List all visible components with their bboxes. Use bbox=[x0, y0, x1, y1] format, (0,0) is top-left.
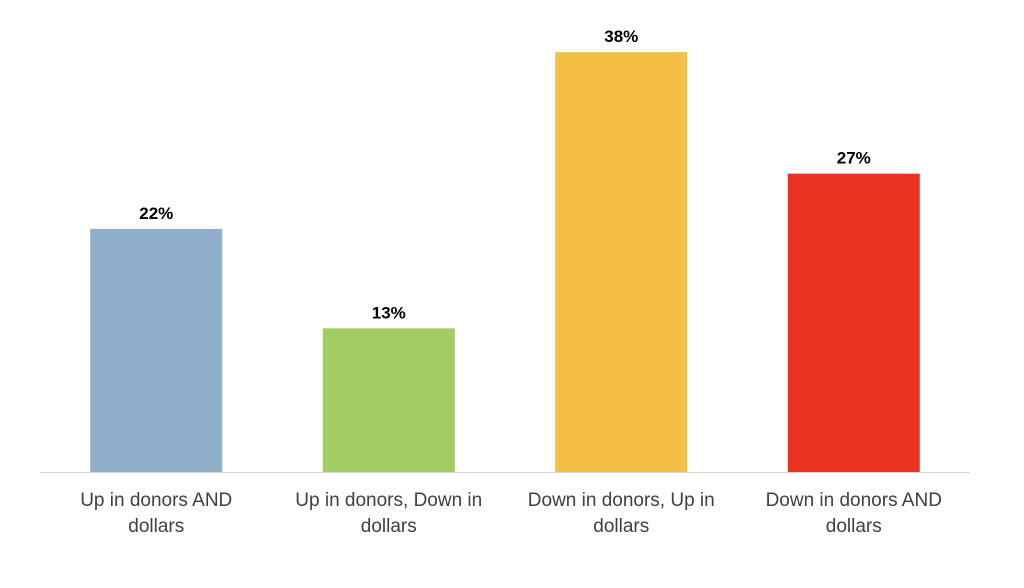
category-label-line: dollars bbox=[825, 516, 882, 537]
category-label-line: Down in donors, Up in bbox=[527, 490, 715, 511]
category-label-line: dollars bbox=[593, 516, 650, 537]
bars-group bbox=[90, 52, 920, 472]
category-label-1: Up in donors AND dollars bbox=[51, 488, 261, 540]
category-label-line: Up in donors, Down in bbox=[295, 490, 483, 511]
bar-value-label-3: 38% bbox=[604, 27, 638, 46]
bar-1 bbox=[90, 228, 223, 472]
category-label-2: Up in donors, Down in dollars bbox=[284, 488, 494, 540]
category-label-line: dollars bbox=[128, 516, 185, 537]
bar-value-label-2: 13% bbox=[372, 303, 406, 322]
category-label-line: Up in donors AND bbox=[80, 490, 233, 511]
value-labels-group: 22% 13% 38% 27% bbox=[139, 27, 871, 322]
category-label-line: dollars bbox=[360, 516, 417, 537]
bar-4 bbox=[787, 173, 920, 472]
bar-2 bbox=[322, 328, 455, 472]
bar-value-label-1: 22% bbox=[139, 204, 173, 223]
bar-3 bbox=[555, 52, 688, 472]
category-label-4: Down in donors AND dollars bbox=[749, 488, 959, 540]
bar-value-label-4: 27% bbox=[837, 149, 871, 168]
category-label-line: Down in donors AND bbox=[765, 490, 942, 511]
category-label-3: Down in donors, Up in dollars bbox=[516, 488, 726, 540]
